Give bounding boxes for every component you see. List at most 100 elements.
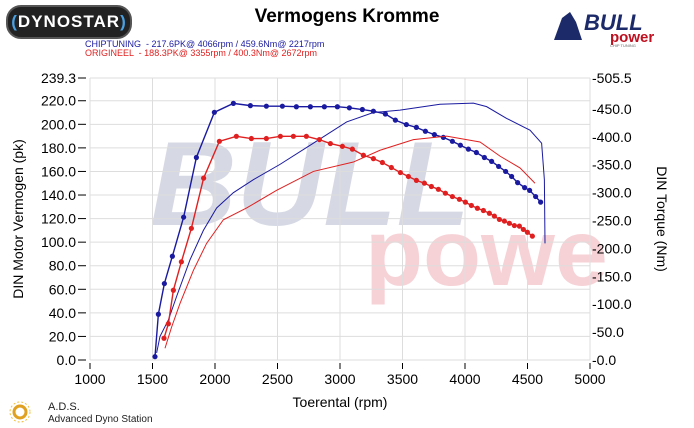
point-origineel-torque [397,169,403,176]
point-chiptuning-torque [247,103,253,109]
point-chiptuning-torque [334,104,340,110]
point-origineel-torque [349,146,355,152]
point-chiptuning-torque [230,100,236,106]
point-chiptuning-torque [515,179,521,186]
point-origineel-torque [277,133,283,139]
point-origineel-torque [480,207,486,214]
point-origineel-torque [233,133,239,139]
svg-text:power: power [610,29,654,46]
point-chiptuning-torque [152,354,158,360]
point-origineel-torque [511,222,517,229]
watermark-power: powe [365,200,608,306]
y-tick-label: 40.0 [49,305,76,321]
point-chiptuning-torque [457,142,463,148]
point-origineel-torque [496,216,502,223]
point-chiptuning-torque [509,173,515,180]
point-origineel-torque [248,135,254,142]
point-origineel-torque [428,183,434,190]
point-origineel-torque [435,186,441,192]
x-tick-label: 3500 [387,371,418,387]
point-chiptuning-torque [359,106,365,113]
y2-tick-label: -200.0 [592,240,632,256]
y2-tick-label: -50.0 [592,324,624,340]
point-origineel-torque [188,225,194,231]
bullpower-logo: BULL power CHIP TUNING [554,10,654,48]
point-chiptuning-torque [293,104,299,110]
point-origineel-torque [290,133,296,139]
legend-chiptuning: CHIPTUNING - 217.6PK@ 4066rpm / 459.6Nm@… [85,39,325,49]
point-origineel-torque [370,156,376,162]
point-origineel-torque [379,159,385,166]
point-chiptuning-torque [161,280,167,287]
point-chiptuning-torque [431,132,437,138]
point-origineel-torque [413,177,419,183]
x-tick-label: 5000 [574,371,605,387]
x-axis-label: Toerental (rpm) [293,394,388,410]
y2-tick-label: -300.0 [592,185,632,201]
point-chiptuning-torque [440,134,446,141]
point-origineel-torque [456,196,462,202]
point-chiptuning-torque [279,103,285,109]
point-origineel-torque [506,220,512,226]
point-origineel-torque [421,180,427,186]
point-origineel-torque [491,213,497,219]
point-origineel-torque [161,335,167,341]
y-tick-label: 200.0 [41,116,76,132]
point-chiptuning-torque [538,199,544,205]
point-origineel-torque [178,259,184,265]
point-origineel-torque [468,202,474,209]
y2-tick-label: -350.0 [592,157,632,173]
point-chiptuning-torque [522,185,528,191]
x-tick-label: 1000 [74,371,105,387]
y2-tick-label: -250.0 [592,213,632,229]
point-chiptuning-torque [403,121,409,128]
point-chiptuning-torque [422,128,428,134]
y2-tick-label: -450.0 [592,101,632,117]
y-tick-label: 220.0 [41,93,76,109]
point-chiptuning-torque [473,149,479,156]
point-origineel-torque [516,223,522,229]
point-origineel-torque [170,287,176,293]
point-chiptuning-torque [449,138,455,144]
point-chiptuning-torque [382,111,388,117]
series-chiptuning-power [156,102,546,354]
y-tick-label: 239.3 [41,70,76,86]
point-origineel-torque [303,133,309,139]
point-chiptuning-torque [193,154,199,161]
point-origineel-torque [486,210,492,216]
point-origineel-torque [327,140,333,147]
point-chiptuning-torque [465,146,471,152]
point-chiptuning-torque [155,311,161,317]
y-tick-label: 180.0 [41,140,76,156]
point-origineel-torque [405,173,411,180]
svg-text:BULL: BULL [584,10,643,35]
point-origineel-torque [360,152,366,158]
y-tick-label: 140.0 [41,187,76,203]
point-origineel-torque [263,135,269,142]
point-origineel-torque [388,164,394,171]
y2-tick-label: -400.0 [592,129,632,145]
x-tick-label: 4000 [449,371,480,387]
point-chiptuning-torque [533,193,539,200]
point-chiptuning-torque [496,163,502,170]
footer-subtitle: Advanced Dyno Station [48,414,153,425]
point-origineel-torque [216,138,222,144]
y-tick-label: 80.0 [49,258,76,274]
point-origineel-torque [529,233,535,239]
y-tick-label: 160.0 [41,163,76,179]
point-chiptuning-torque [503,168,509,175]
point-chiptuning-torque [346,105,352,111]
y2-tick-label: -150.0 [592,268,632,284]
point-origineel-torque [524,229,530,235]
point-chiptuning-torque [181,214,187,220]
dynostar-logo: (DYNOSTAR) [6,5,132,39]
point-chiptuning-torque [263,103,269,109]
point-chiptuning-torque [392,117,398,123]
y-tick-label: 0.0 [57,352,77,368]
point-chiptuning-torque [370,108,376,114]
x-tick-label: 1500 [137,371,168,387]
point-chiptuning-torque [211,109,217,115]
point-chiptuning-torque [527,187,533,194]
legend-origineel: ORIGINEEL - 188.3PK@ 3355rpm / 400.3Nm@ … [85,48,318,58]
point-chiptuning-torque [481,154,487,161]
